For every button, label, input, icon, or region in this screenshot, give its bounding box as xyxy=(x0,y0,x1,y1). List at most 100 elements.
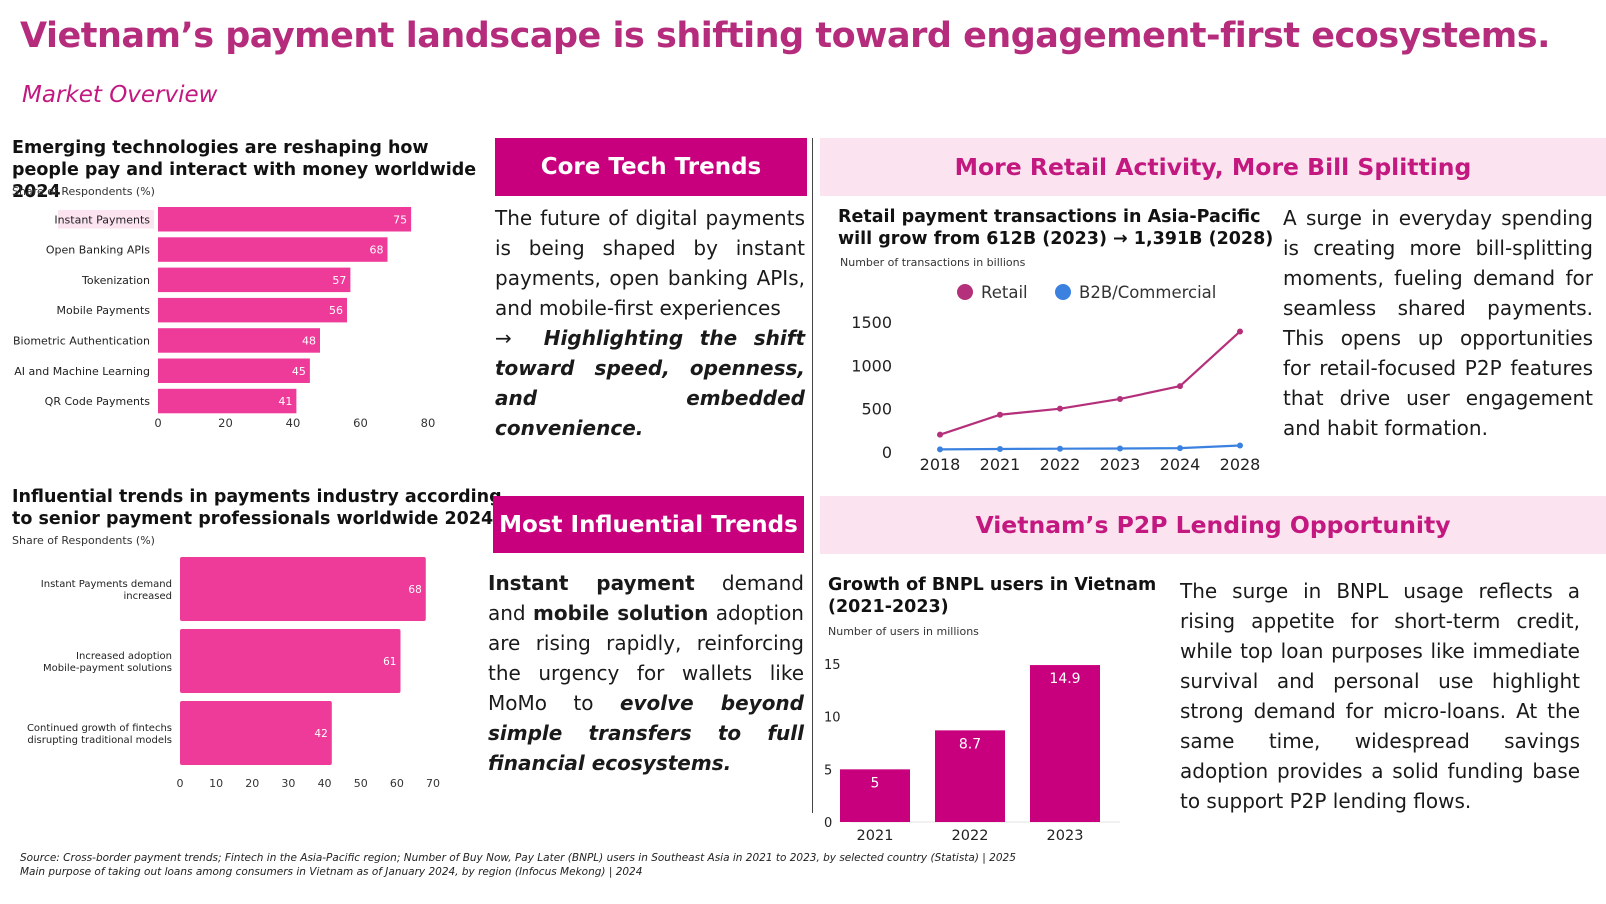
chart2-category-label: Instant Payments demand xyxy=(41,579,172,590)
chart3-ytick-label: 500 xyxy=(861,400,892,419)
chart3-xtick-label: 2024 xyxy=(1160,455,1201,474)
vertical-divider xyxy=(812,138,813,813)
chart3-xtick-label: 2022 xyxy=(1040,455,1081,474)
source-line-1: Source: Cross-border payment trends; Fin… xyxy=(20,852,1016,864)
chart1-category-highlight xyxy=(58,210,154,229)
chart4-data-label: 14.9 xyxy=(1049,671,1080,687)
chart1-tick-label: 60 xyxy=(353,416,368,430)
core-tech-text: The future of digital payments is being … xyxy=(495,203,805,443)
page-title: Vietnam’s payment landscape is shifting … xyxy=(20,16,1550,56)
chart3-point xyxy=(937,431,943,438)
chart3-retail-transactions: Retail B2B/Commercial 0 500 1000 1500 2018 2021… xyxy=(851,283,1261,474)
chart3-point xyxy=(1117,445,1123,452)
influential-bold-1: Instant payment xyxy=(488,571,695,595)
chart1-data-label: 45 xyxy=(292,365,306,378)
chart2-category-label: Increased adoption xyxy=(76,651,172,662)
chart3-xtick-label: 2028 xyxy=(1220,455,1261,474)
chart2-data-label: 61 xyxy=(383,656,396,668)
chart3-xtick-label: 2018 xyxy=(920,455,961,474)
chart4-bar xyxy=(1030,665,1100,822)
chart1-category-label: Tokenization xyxy=(81,274,150,287)
chart1-bar xyxy=(158,237,388,262)
chart1-bar xyxy=(158,267,351,293)
chart3-xtick-label: 2023 xyxy=(1100,455,1141,474)
chart1-tick-label: 20 xyxy=(218,416,233,430)
influential-emphasis: evolve beyond simple transfers to full f… xyxy=(488,691,804,775)
chart1-data-label: 56 xyxy=(329,304,343,317)
chart1-bar xyxy=(158,207,412,232)
p2p-text: The surge in BNPL usage reflects a risin… xyxy=(1180,579,1580,813)
chart2-tick-label: 0 xyxy=(177,777,184,790)
chart1-title: Emerging technologies are reshaping how … xyxy=(12,138,477,202)
chart1-category-label: Open Banking APIs xyxy=(46,244,150,257)
chart2-category-label: Continued growth of fintechs xyxy=(27,723,172,734)
chart1-data-label: 57 xyxy=(332,274,346,287)
chart2-tick-label: 50 xyxy=(354,777,368,790)
core-tech-arrow: → xyxy=(495,326,512,350)
chart2-bar xyxy=(180,701,332,765)
chart1-tick-label: 80 xyxy=(421,416,436,430)
chart4-bar xyxy=(935,730,1005,822)
chart1-category-label: QR Code Payments xyxy=(45,395,151,408)
chart3-point xyxy=(1117,395,1123,402)
chart3-series-line xyxy=(939,444,1241,451)
influential-banner: Most Influential Trends xyxy=(493,496,804,553)
chart3-point xyxy=(937,446,943,453)
chart4-ytick-label: 10 xyxy=(824,711,841,726)
chart3-xtick-label: 2021 xyxy=(980,455,1021,474)
chart4-xtick-label: 2023 xyxy=(1047,828,1084,844)
chart3-point xyxy=(1057,405,1063,412)
chart1-bar xyxy=(158,297,347,323)
chart3-legend-label: Retail xyxy=(981,283,1028,302)
chart3-axis-label: Number of transactions in billions xyxy=(840,256,1026,269)
chart3-point xyxy=(1177,383,1183,390)
chart1-bar xyxy=(158,358,310,383)
chart1-data-label: 41 xyxy=(278,395,292,408)
p2p-banner: Vietnam’s P2P Lending Opportunity xyxy=(820,496,1606,554)
chart3-point xyxy=(997,411,1003,418)
chart4-bar xyxy=(840,769,910,822)
chart1-data-label: 48 xyxy=(302,334,316,347)
chart2-category-label: increased xyxy=(124,591,173,602)
chart2-bar xyxy=(180,629,401,693)
chart3-legend-marker xyxy=(1055,284,1071,300)
chart2-tick-label: 10 xyxy=(209,777,223,790)
chart4-data-label: 8.7 xyxy=(959,736,981,752)
chart3-point xyxy=(997,445,1003,452)
core-tech-banner: Core Tech Trends xyxy=(495,138,807,196)
chart1-category-label: Biometric Authentication xyxy=(13,334,150,347)
retail-text: A surge in everyday spending is creating… xyxy=(1283,206,1593,440)
chart2-category-label: Mobile-payment solutions xyxy=(43,663,172,674)
chart1-bar xyxy=(158,328,320,353)
chart2-data-label: 68 xyxy=(408,584,421,596)
chart2-tick-label: 20 xyxy=(245,777,259,790)
chart3-ytick-label: 0 xyxy=(882,443,892,462)
chart1-data-label: 68 xyxy=(370,244,384,257)
chart1-tick-label: 40 xyxy=(286,416,301,430)
chart1-category-label: Instant Payments xyxy=(54,213,150,226)
chart3-legend-label: B2B/Commercial xyxy=(1079,283,1216,302)
chart3-ytick-label: 1000 xyxy=(851,356,892,375)
chart4-ytick-label: 0 xyxy=(824,816,832,831)
chart3-ytick-label: 1500 xyxy=(851,313,892,332)
chart4-xtick-label: 2021 xyxy=(857,828,894,844)
chart3-point xyxy=(1057,445,1063,452)
chart1-bar xyxy=(158,388,297,414)
chart4-ytick-label: 15 xyxy=(824,658,841,673)
influential-text: Instant payment demand and mobile soluti… xyxy=(488,568,804,778)
chart3-title: Retail payment transactions in Asia-Paci… xyxy=(838,207,1274,249)
chart4-title: Growth of BNPL users in Vietnam (2021-20… xyxy=(828,575,1157,617)
source-note: Source: Cross-border payment trends; Fin… xyxy=(20,851,1016,879)
core-tech-emphasis: Highlighting the shift toward speed, ope… xyxy=(495,326,806,440)
chart2-tick-label: 40 xyxy=(318,777,332,790)
chart1-data-label: 75 xyxy=(393,213,407,226)
page-subtitle: Market Overview xyxy=(22,82,218,108)
chart1-category-label: Mobile Payments xyxy=(57,304,151,317)
chart2-axis-label: Share of Respondents (%) xyxy=(12,534,155,547)
influential-bold-2: mobile solution xyxy=(533,601,709,625)
chart2-category-label: disrupting traditional models xyxy=(27,735,172,746)
chart2-tick-label: 60 xyxy=(390,777,404,790)
chart3-series-line xyxy=(939,330,1241,436)
chart4-bnpl-users: 0 5 10 15 5 2021 8.7 2022 14.9 2023 xyxy=(824,658,1120,844)
